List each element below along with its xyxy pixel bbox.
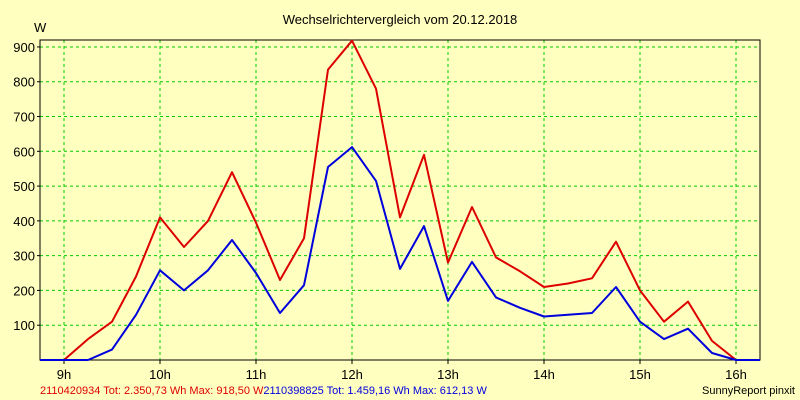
- y-tick-label: 700: [13, 110, 35, 125]
- x-tick-label: 12h: [341, 367, 363, 382]
- x-tick-label: 11h: [246, 367, 267, 382]
- plot-frame: [39, 39, 761, 361]
- y-axis-unit: W: [34, 20, 47, 35]
- x-tick-label: 13h: [437, 367, 459, 382]
- y-tick-label: 900: [13, 40, 35, 55]
- series-line-2: [40, 146, 760, 361]
- legend: 2110420934 Tot: 2.350,73 Wh Max: 918,50 …: [40, 385, 487, 397]
- y-tick-label: 600: [13, 144, 35, 159]
- y-axis-ticks: 100 200 300 400 500 600 700 800 900: [13, 40, 40, 333]
- y-tick-label: 500: [13, 179, 35, 194]
- y-tick-label: 400: [13, 214, 35, 229]
- y-tick-label: 100: [13, 318, 35, 333]
- chart-title: Wechselrichtervergleich vom 20.12.2018: [283, 12, 518, 27]
- x-tick-label: 10h: [149, 367, 171, 382]
- x-tick-label: 14h: [533, 367, 555, 382]
- x-tick-label: 16h: [725, 367, 747, 382]
- x-axis-ticks: 9h 10h 11h 12h 13h 14h 15h 16h: [57, 360, 747, 382]
- x-tick-label: 9h: [57, 367, 71, 382]
- y-tick-label: 800: [13, 75, 35, 90]
- credit-text: SunnyReport pinxit: [702, 385, 795, 397]
- grid: [40, 40, 760, 360]
- x-tick-label: 15h: [629, 367, 651, 382]
- y-tick-label: 200: [13, 283, 35, 298]
- legend-entry-1: 2110420934 Tot: 2.350,73 Wh Max: 918,50 …: [40, 385, 264, 397]
- series-lines: [40, 39, 760, 361]
- series-line-1: [40, 39, 760, 361]
- y-tick-label: 300: [13, 249, 35, 264]
- legend-entry-2: 2110398825 Tot: 1.459,16 Wh Max: 612,13 …: [263, 385, 487, 397]
